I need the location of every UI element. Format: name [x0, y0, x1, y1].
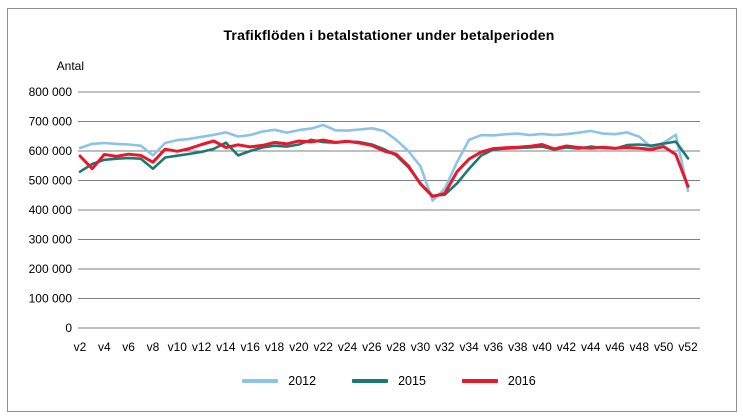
x-tick-label: v48	[630, 340, 650, 354]
series-line-2012	[78, 123, 690, 202]
x-tick-label: v6	[122, 340, 135, 354]
x-tick-label: v20	[289, 340, 309, 354]
x-tick-label: v32	[435, 340, 455, 354]
y-tick-label: 100 000	[29, 292, 73, 306]
y-tick-label: 800 000	[29, 85, 73, 99]
legend: 2012 2015 2016	[80, 373, 698, 389]
chart-frame	[7, 8, 737, 412]
x-tick-label: v34	[459, 340, 479, 354]
x-tick-label: v44	[581, 340, 601, 354]
x-tick-label: v16	[241, 340, 261, 354]
x-tick-label: v14	[216, 340, 236, 354]
y-tick-label: 200 000	[29, 262, 73, 276]
x-tick-label: v52	[678, 340, 698, 354]
series-line-2016	[78, 138, 690, 198]
legend-label: 2012	[288, 374, 317, 388]
x-tick-label: v24	[338, 340, 358, 354]
legend-item-2012: 2012	[242, 373, 316, 389]
x-tick-label: v28	[386, 340, 406, 354]
legend-swatch	[352, 379, 389, 383]
x-tick-label: v10	[168, 340, 188, 354]
x-tick-label: v26	[362, 340, 382, 354]
legend-item-2015: 2015	[352, 373, 426, 389]
x-tick-label: v2	[74, 340, 87, 354]
legend-item-2016: 2016	[461, 373, 536, 389]
x-tick-label: v46	[605, 340, 625, 354]
legend-label: 2016	[507, 374, 536, 388]
legend-swatch	[242, 379, 279, 383]
y-tick-label: 300 000	[29, 233, 73, 247]
x-tick-label: v22	[314, 340, 334, 354]
x-tick-label: v50	[654, 340, 674, 354]
x-tick-label: v12	[192, 340, 212, 354]
x-tick-label: v4	[98, 340, 111, 354]
x-tick-label: v36	[484, 340, 504, 354]
legend-swatch	[461, 379, 498, 383]
chart-title: Trafikflöden i betalstationer under beta…	[223, 27, 555, 43]
x-tick-label: v42	[557, 340, 577, 354]
x-tick-label: v30	[411, 340, 431, 354]
x-tick-label: v38	[508, 340, 528, 354]
y-tick-label: 400 000	[29, 203, 73, 217]
x-tick-label: v40	[532, 340, 552, 354]
x-tick-label: v18	[265, 340, 285, 354]
x-tick-label: v8	[147, 340, 160, 354]
legend-label: 2015	[398, 374, 426, 388]
y-tick-label: 700 000	[29, 115, 73, 129]
y-tick-label: 600 000	[29, 144, 73, 158]
y-axis-unit-label: Antal	[56, 59, 84, 73]
y-tick-label: 500 000	[29, 174, 73, 188]
y-tick-label: 0	[65, 321, 72, 335]
